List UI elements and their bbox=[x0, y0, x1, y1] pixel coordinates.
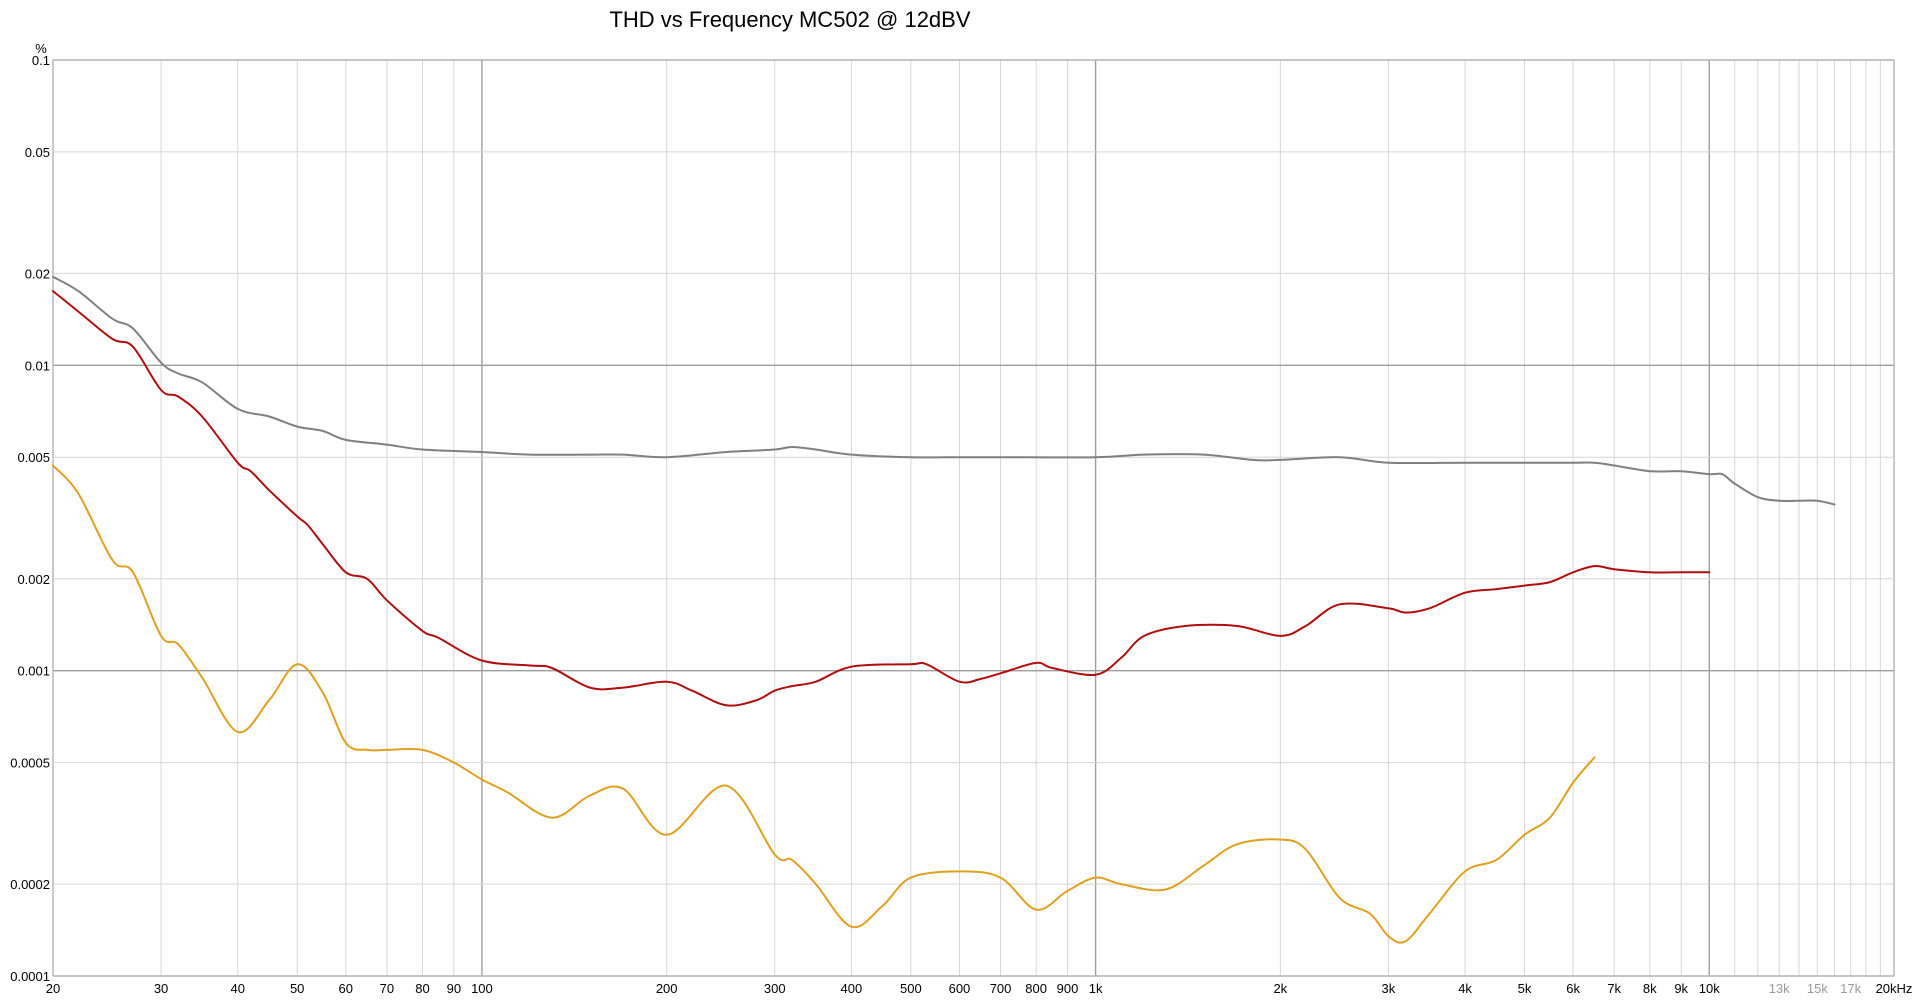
y-tick-label: 0.0005 bbox=[10, 756, 50, 771]
x-tick-label: 900 bbox=[1057, 981, 1079, 996]
x-tick-label: 5k bbox=[1518, 981, 1532, 996]
x-tick-label: 1k bbox=[1089, 981, 1103, 996]
y-tick-label: 0.001 bbox=[17, 664, 50, 679]
y-axis-unit-label: % bbox=[35, 41, 47, 56]
x-tick-label: 20 bbox=[46, 981, 60, 996]
x-tick-label: 70 bbox=[380, 981, 394, 996]
x-tick-label: 80 bbox=[415, 981, 429, 996]
plot-area-frame bbox=[52, 59, 1895, 977]
x-tick-label: 3k bbox=[1382, 981, 1396, 996]
x-tick-label: 90 bbox=[447, 981, 461, 996]
y-tick-label: 0.0002 bbox=[10, 877, 50, 892]
x-tick-label: 7k bbox=[1607, 981, 1621, 996]
x-tick-label: 10k bbox=[1699, 981, 1720, 996]
y-tick-label: 0.0001 bbox=[10, 969, 50, 984]
x-tick-label: 6k bbox=[1566, 981, 1580, 996]
x-tick-label: 13k bbox=[1769, 981, 1790, 996]
series-line-2 bbox=[52, 290, 1711, 707]
x-tick-label: 50 bbox=[290, 981, 304, 996]
y-tick-label: 0.05 bbox=[25, 145, 50, 160]
x-tick-label: 2k bbox=[1273, 981, 1287, 996]
x-tick-label: 20kHz bbox=[1876, 981, 1913, 996]
x-tick-label: 300 bbox=[764, 981, 786, 996]
x-tick-label: 400 bbox=[841, 981, 863, 996]
x-tick-label: 60 bbox=[339, 981, 353, 996]
x-tick-label: 30 bbox=[154, 981, 168, 996]
x-tick-label: 15k bbox=[1807, 981, 1828, 996]
x-tick-label: 600 bbox=[949, 981, 971, 996]
x-tick-label: 100 bbox=[471, 981, 493, 996]
series-line-3 bbox=[52, 464, 1596, 944]
x-tick-label: 700 bbox=[990, 981, 1012, 996]
chart-title: THD vs Frequency MC502 @ 12dBV bbox=[609, 7, 970, 32]
series-lines bbox=[52, 275, 1836, 944]
x-tick-label: 9k bbox=[1674, 981, 1688, 996]
y-tick-label: 0.002 bbox=[17, 572, 50, 587]
grid-lines bbox=[52, 59, 1895, 977]
series-line-1 bbox=[52, 275, 1836, 506]
x-tick-label: 500 bbox=[900, 981, 922, 996]
y-tick-label: 0.02 bbox=[25, 266, 50, 281]
y-tick-label: 0.01 bbox=[25, 358, 50, 373]
x-tick-label: 4k bbox=[1458, 981, 1472, 996]
x-tick-label: 200 bbox=[656, 981, 678, 996]
x-tick-label: 17k bbox=[1840, 981, 1861, 996]
y-tick-label: 0.005 bbox=[17, 450, 50, 465]
y-tick-label: 0.1 bbox=[32, 53, 50, 68]
x-tick-label: 800 bbox=[1025, 981, 1047, 996]
x-tick-label: 40 bbox=[230, 981, 244, 996]
y-axis-tick-labels: 0.1 0.05 0.02 0.01 0.005 0.002 0.001 0.0005 0.00… bbox=[10, 53, 50, 984]
x-axis-tick-labels: 20 30 40 50 60 70 80 90 100 200 300 400 500 600 700 800… bbox=[46, 981, 1913, 996]
x-tick-label: 8k bbox=[1643, 981, 1657, 996]
